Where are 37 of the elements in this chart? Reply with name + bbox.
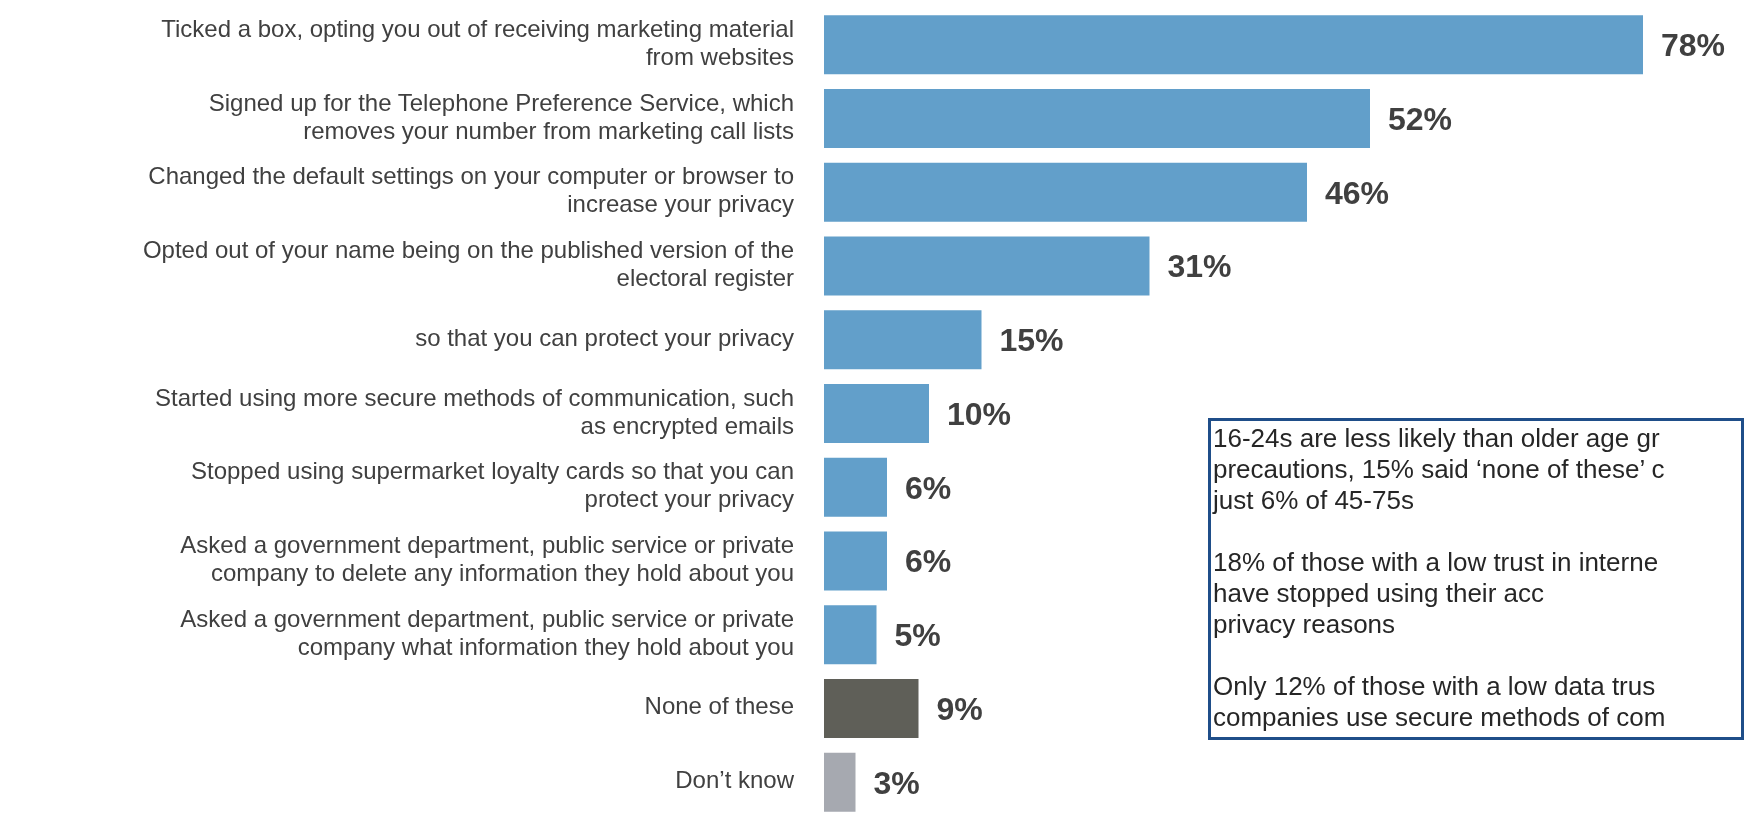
bar (824, 605, 877, 665)
data-label: 6% (905, 543, 952, 580)
y-tick-label: Don’t know (675, 766, 795, 794)
bar (824, 531, 887, 591)
data-label: 46% (1325, 174, 1390, 211)
bar (824, 310, 982, 370)
data-label: 31% (1167, 248, 1232, 285)
bar (824, 752, 856, 812)
y-tick-label: Asked a government department, public service or private company to delete any information they hold about you (180, 531, 794, 587)
data-label: 9% (936, 690, 983, 727)
data-label: 15% (999, 322, 1064, 359)
note-box: 16-24s are less likely than older age gr precautions, 15% said ‘none of these’ c just 6% of 45-75s 18% of those with a low trust in interne have stopped using their acc privacy reasons Only 12% of those with a low data trus companies use secure methods of com (1208, 418, 1744, 740)
annotation: 16-24s are less likely than older age gr precautions, 15% said ‘none of these’ c just 6% of 45-75s (1213, 423, 1666, 516)
y-tick-label: None of these (644, 692, 794, 720)
y-tick-label: so that you can protect your privacy (415, 324, 794, 352)
y-tick-label: Started using more secure methods of communication, such as encrypted emails (155, 383, 794, 439)
bar (824, 236, 1150, 296)
annotation: 18% of those with a low trust in interne have stopped using their acc privacy reasons (1213, 547, 1660, 640)
bar (824, 678, 919, 738)
bar (824, 89, 1370, 149)
data-label: 3% (873, 764, 920, 801)
bar (824, 384, 929, 444)
y-tick-label: Opted out of your name being on the published version of the electoral register (142, 236, 794, 292)
y-tick-label: Stopped using supermarket loyalty cards so that you can protect your privacy (191, 457, 794, 513)
data-label: 5% (894, 617, 941, 654)
bar (824, 162, 1307, 222)
data-label: 6% (905, 469, 952, 506)
y-tick-label: Asked a government department, public service or private company what information they hold about you (180, 605, 794, 661)
annotation: Only 12% of those with a low data trus companies use secure methods of com (1213, 671, 1667, 733)
bar (824, 457, 887, 517)
data-label: 10% (947, 395, 1012, 432)
bar (824, 15, 1643, 75)
data-label: 78% (1661, 27, 1726, 64)
y-tick-label: Signed up for the Telephone Preference Service, which removes your number from marketing call lists (208, 88, 794, 144)
y-tick-label: Ticked a box, opting you out of receiving marketing material from websites (161, 15, 794, 71)
y-tick-label: Changed the default settings on your computer or browser to increase your privacy (148, 162, 794, 218)
data-label: 52% (1388, 100, 1453, 137)
